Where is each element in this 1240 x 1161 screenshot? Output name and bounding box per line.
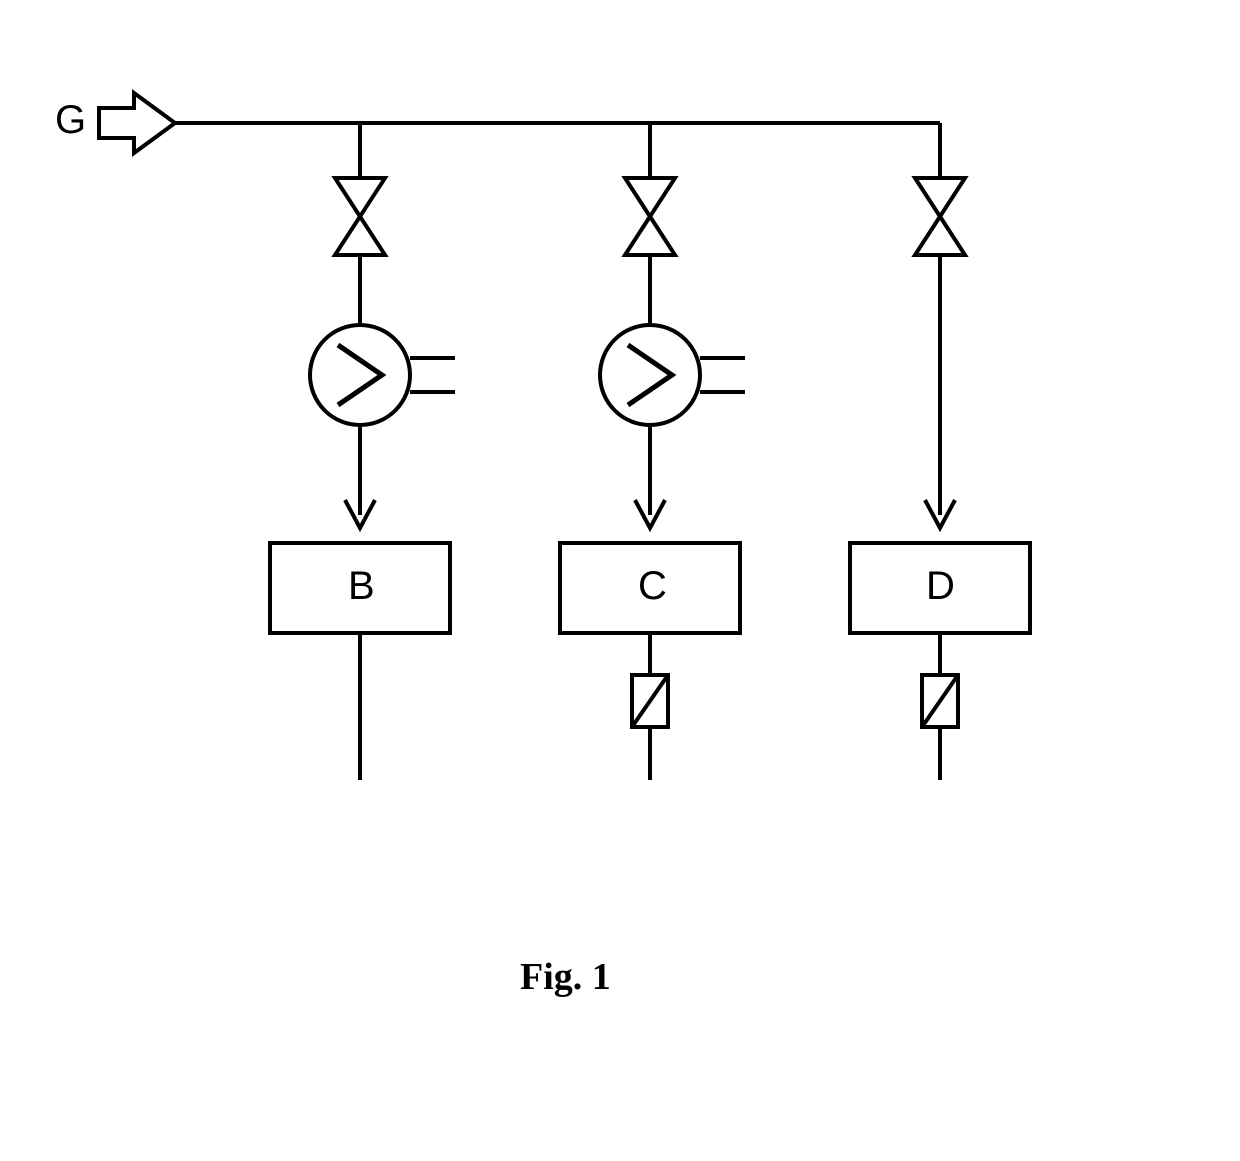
column-b	[270, 123, 455, 780]
diagram-svg	[0, 0, 1240, 1161]
valve-b	[335, 178, 385, 255]
figure-caption: Fig. 1	[520, 955, 611, 999]
summator-b	[310, 325, 410, 425]
valve-d	[915, 178, 965, 255]
summator-c	[600, 325, 700, 425]
input-label-g: G	[55, 98, 86, 143]
box-label-d: D	[926, 564, 955, 609]
column-c	[560, 123, 745, 780]
column-d	[850, 123, 1030, 780]
input-arrow-g	[99, 93, 175, 153]
box-label-b: B	[348, 564, 375, 609]
box-label-c: C	[638, 564, 667, 609]
process-diagram: G B C D Fig. 1	[0, 0, 1240, 1161]
valve-c	[625, 178, 675, 255]
